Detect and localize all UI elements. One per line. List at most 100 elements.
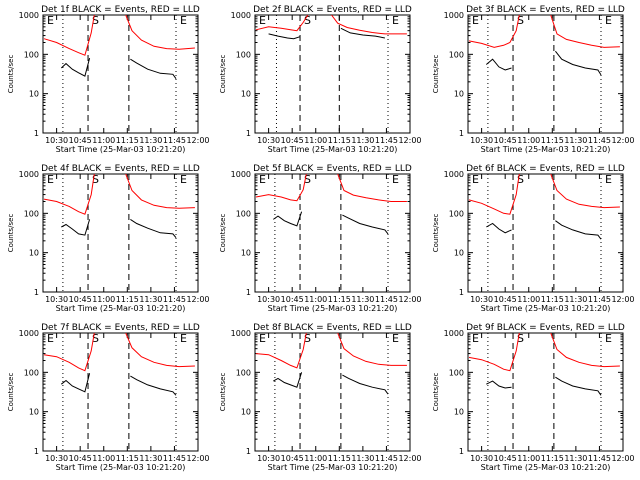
x-tick-label: 11:30 xyxy=(351,295,374,304)
y-tick-label: 100 xyxy=(449,209,464,218)
x-tick-label: 11:30 xyxy=(564,454,587,463)
plot-frame xyxy=(467,332,624,452)
lld-curve xyxy=(125,174,195,209)
x-tick-label: 11:00 xyxy=(92,454,115,463)
x-tick-label: 11:45 xyxy=(163,454,186,463)
x-axis-label: Start Time (25-Mar-03 10:21:20) xyxy=(481,145,611,154)
y-tick-label: 100 xyxy=(236,368,251,377)
x-tick-label: 11:45 xyxy=(588,136,611,145)
x-tick-label: 12:00 xyxy=(611,454,634,463)
lld-curve xyxy=(255,174,307,202)
events-curve xyxy=(555,376,602,396)
x-axis-label: Start Time (25-Mar-03 10:21:20) xyxy=(481,463,611,472)
plot-frame xyxy=(42,173,199,293)
marker-letter: E xyxy=(392,332,399,345)
x-axis-label: Start Time (25-Mar-03 10:21:20) xyxy=(56,463,186,472)
panel-det-3: Det 3f BLACK = Events, RED = LLD 1 10 100 10… xyxy=(432,5,635,154)
lld-curve xyxy=(125,333,195,368)
x-axis-label: Start Time (25-Mar-03 10:21:20) xyxy=(268,463,398,472)
events-curve xyxy=(486,380,512,389)
series-group xyxy=(255,174,407,235)
x-tick-label: 11:15 xyxy=(541,136,564,145)
series-group xyxy=(43,333,195,396)
y-tick-label: 10 xyxy=(241,249,251,258)
x-tick-label: 11:30 xyxy=(139,295,162,304)
y-tick-label: 1 xyxy=(34,288,39,297)
x-tick-label: 11:30 xyxy=(351,136,374,145)
y-tick-label: 1 xyxy=(34,129,39,138)
x-tick-label: 11:30 xyxy=(564,295,587,304)
y-axis-label: Counts/sec xyxy=(7,214,15,253)
plot-frame xyxy=(254,332,411,452)
series-group xyxy=(468,15,620,76)
panel-title: Det 6f BLACK = Events, RED = LLD xyxy=(466,164,625,174)
marker-letter: E xyxy=(392,173,399,186)
x-tick-label: 11:45 xyxy=(163,295,186,304)
marker-letter: E xyxy=(605,173,612,186)
marker-letter: E xyxy=(180,173,187,186)
x-tick-label: 11:45 xyxy=(588,454,611,463)
lld-curve xyxy=(255,15,309,32)
x-tick-label: 11:30 xyxy=(139,454,162,463)
events-curve xyxy=(130,58,177,79)
y-tick-label: 10 xyxy=(29,90,39,99)
x-tick-label: 12:00 xyxy=(398,454,421,463)
x-tick-label: 11:45 xyxy=(163,136,186,145)
x-tick-label: 11:00 xyxy=(304,295,327,304)
x-tick-label: 10:30 xyxy=(45,136,68,145)
x-tick-label: 10:45 xyxy=(494,295,517,304)
plot-frame xyxy=(254,14,411,134)
y-tick-label: 1000 xyxy=(231,329,251,338)
series-group xyxy=(255,15,407,40)
x-tick-label: 12:00 xyxy=(611,136,634,145)
events-curve xyxy=(555,220,602,240)
panel-title: Det 2f BLACK = Events, RED = LLD xyxy=(253,5,412,15)
marker-letter: E xyxy=(259,173,266,186)
y-tick-label: 1000 xyxy=(231,11,251,20)
x-tick-label: 11:15 xyxy=(328,454,351,463)
events-curve xyxy=(130,375,177,396)
x-tick-label: 12:00 xyxy=(398,136,421,145)
y-axis-label: Counts/sec xyxy=(7,373,15,412)
y-tick-label: 100 xyxy=(24,368,39,377)
marker-letter: E xyxy=(47,14,54,27)
lld-curve xyxy=(255,333,307,369)
x-axis-label: Start Time (25-Mar-03 10:21:20) xyxy=(268,145,398,154)
panel-det-9: Det 9f BLACK = Events, RED = LLD 1 10 100 10… xyxy=(432,323,635,472)
x-tick-label: 12:00 xyxy=(398,295,421,304)
marker-letter: E xyxy=(180,332,187,345)
events-curve xyxy=(60,57,91,77)
y-tick-label: 1000 xyxy=(19,11,39,20)
series-group xyxy=(468,333,620,396)
panel-det-4: Det 4f BLACK = Events, RED = LLD 1 10 100 10… xyxy=(7,164,210,313)
y-tick-label: 100 xyxy=(236,50,251,59)
x-tick-label: 11:30 xyxy=(351,454,374,463)
x-axis-label: Start Time (25-Mar-03 10:21:20) xyxy=(481,304,611,313)
marker-letter: E xyxy=(180,14,187,27)
events-curve xyxy=(342,374,389,395)
events-curve xyxy=(340,27,385,39)
x-tick-label: 11:45 xyxy=(375,295,398,304)
marker-letter: S xyxy=(92,173,99,186)
y-tick-label: 100 xyxy=(236,209,251,218)
y-tick-label: 1000 xyxy=(444,329,464,338)
y-tick-label: 1 xyxy=(246,129,251,138)
events-curve xyxy=(273,211,303,227)
y-tick-label: 1000 xyxy=(231,170,251,179)
panel-title: Det 8f BLACK = Events, RED = LLD xyxy=(253,323,412,333)
y-tick-label: 100 xyxy=(24,209,39,218)
x-tick-label: 10:30 xyxy=(45,295,68,304)
x-tick-label: 10:45 xyxy=(69,136,92,145)
y-axis-label: Counts/sec xyxy=(432,214,440,253)
events-curve xyxy=(555,50,602,76)
y-axis-label: Counts/sec xyxy=(7,55,15,94)
y-tick-label: 10 xyxy=(29,249,39,258)
lld-curve xyxy=(337,333,407,366)
y-tick-label: 10 xyxy=(241,408,251,417)
events-curve xyxy=(130,218,177,239)
lld-curve xyxy=(125,15,195,50)
y-tick-label: 10 xyxy=(454,408,464,417)
lld-curve xyxy=(468,15,520,48)
lld-curve xyxy=(550,15,620,48)
x-tick-label: 12:00 xyxy=(186,454,209,463)
